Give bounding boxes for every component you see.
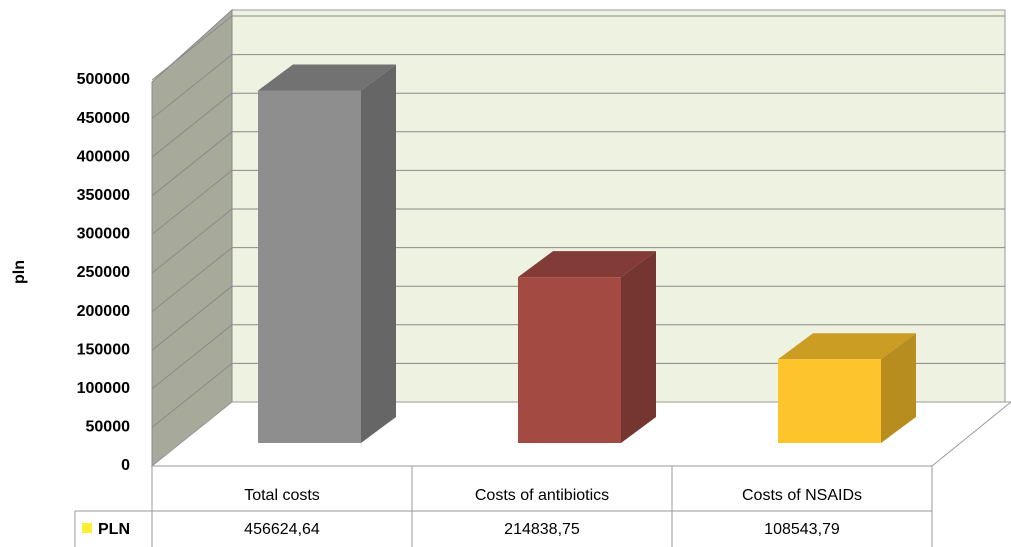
grid-line <box>151 131 233 197</box>
y-tick-label: 350000 <box>77 187 130 204</box>
y-tick-label: 500000 <box>77 71 130 88</box>
table-value: 214838,75 <box>504 521 580 538</box>
y-axis-title: pln <box>11 260 28 284</box>
bar-top <box>258 64 396 91</box>
y-tick-label: 150000 <box>77 341 130 358</box>
bar <box>258 90 361 443</box>
table-value: 456624,64 <box>244 521 320 538</box>
legend-label: PLN <box>98 521 130 538</box>
y-tick-label: 0 <box>121 457 130 474</box>
side-wall <box>151 8 233 468</box>
bar-side <box>881 333 916 443</box>
x-tick-label: Costs of antibiotics <box>475 487 609 504</box>
table-value: 108543,79 <box>764 521 840 538</box>
bar <box>518 277 621 443</box>
grid-line <box>151 92 233 158</box>
y-tick-label: 250000 <box>77 264 130 281</box>
bar-side <box>361 64 396 443</box>
y-tick-label: 300000 <box>77 226 130 243</box>
grid-line <box>151 363 233 428</box>
grid-line <box>151 285 233 351</box>
grid-line <box>151 247 233 312</box>
bar-side <box>621 251 656 443</box>
y-tick-label: 50000 <box>86 419 131 436</box>
bar-top <box>518 251 656 278</box>
legend-key <box>82 523 92 533</box>
bar <box>778 359 881 443</box>
x-tick-label: Costs of NSAIDs <box>742 487 862 504</box>
grid-line <box>151 15 233 81</box>
bar-top <box>778 333 916 360</box>
y-tick-label: 100000 <box>77 380 130 397</box>
grid-line <box>151 54 233 119</box>
x-tick-label: Total costs <box>244 487 320 504</box>
y-tick-label: 200000 <box>77 303 130 320</box>
grid-line <box>151 324 233 390</box>
y-tick-label: 450000 <box>77 110 130 127</box>
grid-line <box>151 170 233 235</box>
y-tick-label: 400000 <box>77 148 130 165</box>
grid-line <box>151 208 233 274</box>
